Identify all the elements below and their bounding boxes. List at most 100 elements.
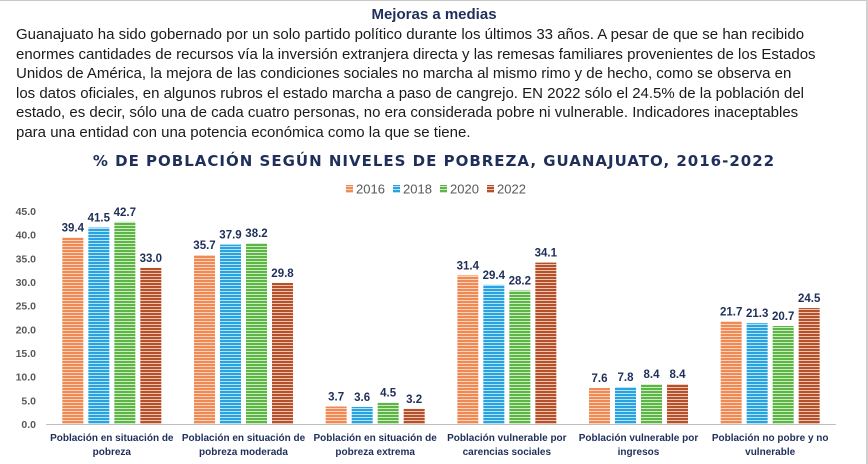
bar-2020 xyxy=(772,326,794,424)
bar-group: 39.441.5 42.7 33.0 xyxy=(62,207,162,424)
x-tick-label: carencias sociales xyxy=(463,447,552,458)
legend-item-2020: 2020 xyxy=(440,182,479,197)
bar-2016 xyxy=(194,255,215,424)
y-axis: 0.0 5.0 10.0 15.0 20.0 25.0 30.0 35.0 40.0 45.0 xyxy=(16,206,37,431)
data-label: 20.7 xyxy=(772,311,794,323)
article-line: para una entidad con una potencia económ… xyxy=(16,123,471,141)
legend-item-2016: 2016 xyxy=(346,182,385,197)
bar-2020 xyxy=(114,221,136,424)
data-label: 21.7 xyxy=(720,306,742,318)
bar-group: 7.6 7.8 8.4 8.4 xyxy=(589,369,688,424)
x-tick-label: Población en situación de xyxy=(313,433,437,444)
data-label: 35.7 xyxy=(193,240,215,252)
bars: 39.441.5 42.7 33.0 35.7 37.9 38.2 29.8 3.7 3.6 4.… xyxy=(62,207,821,424)
right-border xyxy=(866,0,868,464)
legend-label: 2016 xyxy=(356,182,385,197)
bar-2018 xyxy=(351,406,373,424)
article-line: Unidos de América, la mejora de las cond… xyxy=(16,65,792,83)
bar-2020 xyxy=(377,402,399,424)
data-label: 38.2 xyxy=(245,228,267,240)
x-tick-label: Población en situación de xyxy=(50,433,174,444)
x-tick-label: Población vulnerable por xyxy=(447,433,567,444)
data-label: 34.1 xyxy=(535,248,558,260)
bar-2016 xyxy=(325,406,347,424)
data-label: 3.6 xyxy=(354,392,370,404)
y-tick-label: 30.0 xyxy=(16,277,37,289)
bar-2016 xyxy=(62,237,84,424)
x-tick-label: vulnerable xyxy=(745,447,795,458)
data-label: 39.4 xyxy=(62,223,85,235)
legend-swatch xyxy=(487,185,494,193)
article-line: enormes cantidades de recursos vía la in… xyxy=(16,45,816,63)
bar-2016 xyxy=(720,321,742,424)
x-tick-label: pobreza extrema xyxy=(335,447,415,458)
data-label: 29.4 xyxy=(483,270,506,282)
x-tick-label: pobreza moderada xyxy=(199,447,288,458)
y-tick-label: 10.0 xyxy=(16,372,37,384)
bar-2022 xyxy=(535,262,557,424)
bar-2022 xyxy=(667,384,688,424)
legend-label: 2020 xyxy=(450,182,479,197)
data-label: 33.0 xyxy=(140,253,162,265)
data-label: 24.5 xyxy=(798,293,821,305)
data-label: 21.3 xyxy=(746,308,768,320)
data-label: 31.4 xyxy=(457,260,480,272)
bar-2018 xyxy=(615,387,636,424)
bar-2016 xyxy=(589,388,610,424)
bar-2022 xyxy=(798,308,820,424)
bar-2020 xyxy=(246,243,267,424)
y-tick-label: 20.0 xyxy=(16,324,37,336)
bar-2018 xyxy=(88,227,110,424)
legend-label: 2022 xyxy=(497,182,526,197)
y-tick-label: 45.0 xyxy=(16,206,37,218)
data-label: 8.4 xyxy=(670,369,687,381)
x-tick-label: Población vulnerable por xyxy=(579,433,699,444)
bar-group: 21.7 21.3 20.7 24.5 xyxy=(720,293,821,424)
bar-2020 xyxy=(641,384,662,424)
bar-2018 xyxy=(746,323,768,424)
poverty-bar-chart: % DE POBLACIÓN SEGÚN NIVELES DE POBREZA,… xyxy=(16,151,836,458)
data-label: 29.8 xyxy=(271,268,294,280)
bar-2022 xyxy=(403,408,425,424)
bar-group: 3.7 3.6 4.5 3.2 xyxy=(325,388,425,424)
data-label: 42.7 xyxy=(114,207,136,219)
bar-group: 31.429.4 28.2 34.1 xyxy=(457,248,558,424)
legend-swatch xyxy=(440,185,447,193)
y-tick-label: 15.0 xyxy=(16,348,37,360)
legend-label: 2018 xyxy=(403,182,432,197)
x-tick-label: pobreza xyxy=(93,447,132,458)
y-tick-label: 5.0 xyxy=(21,395,36,407)
data-label: 8.4 xyxy=(644,369,661,381)
y-tick-label: 35.0 xyxy=(16,253,37,265)
article-line: Guanajuato ha sido gobernado por un solo… xyxy=(16,26,805,43)
x-tick-label: ingresos xyxy=(618,447,660,458)
bar-2022 xyxy=(272,282,293,424)
bar-2016 xyxy=(457,275,479,424)
bar-2018 xyxy=(220,244,241,424)
x-axis: Población en situación de pobreza Població… xyxy=(46,424,836,458)
legend-swatch xyxy=(346,185,353,193)
article-line: estado, es decir, sólo una de cada cuatr… xyxy=(16,104,799,122)
legend-item-2018: 2018 xyxy=(393,182,432,197)
article-line: los datos oficiales, en algunos rubros e… xyxy=(16,84,805,102)
chart-legend: 2016 2018 2020 2022 xyxy=(346,182,526,197)
data-label: 3.7 xyxy=(328,391,344,403)
y-tick-label: 40.0 xyxy=(16,230,37,242)
data-label: 4.5 xyxy=(380,388,397,400)
data-label: 41.5 xyxy=(88,213,111,225)
article-title: Mejoras a medias xyxy=(371,6,497,23)
data-label: 37.9 xyxy=(219,230,241,242)
x-tick-label: Población no pobre y no xyxy=(712,433,829,444)
data-label: 7.8 xyxy=(618,372,635,384)
data-label: 7.6 xyxy=(592,373,608,385)
y-tick-label: 0.0 xyxy=(21,419,36,431)
x-tick-label: Población en situación de xyxy=(182,433,306,444)
chart-title: % DE POBLACIÓN SEGÚN NIVELES DE POBREZA,… xyxy=(93,151,775,170)
bar-2018 xyxy=(483,284,505,424)
bar-group: 35.7 37.9 38.2 29.8 xyxy=(193,228,294,424)
bar-2020 xyxy=(509,290,531,424)
legend-item-2022: 2022 xyxy=(487,182,526,197)
data-label: 28.2 xyxy=(509,276,531,288)
data-label: 3.2 xyxy=(406,394,422,406)
bar-2022 xyxy=(140,267,162,424)
